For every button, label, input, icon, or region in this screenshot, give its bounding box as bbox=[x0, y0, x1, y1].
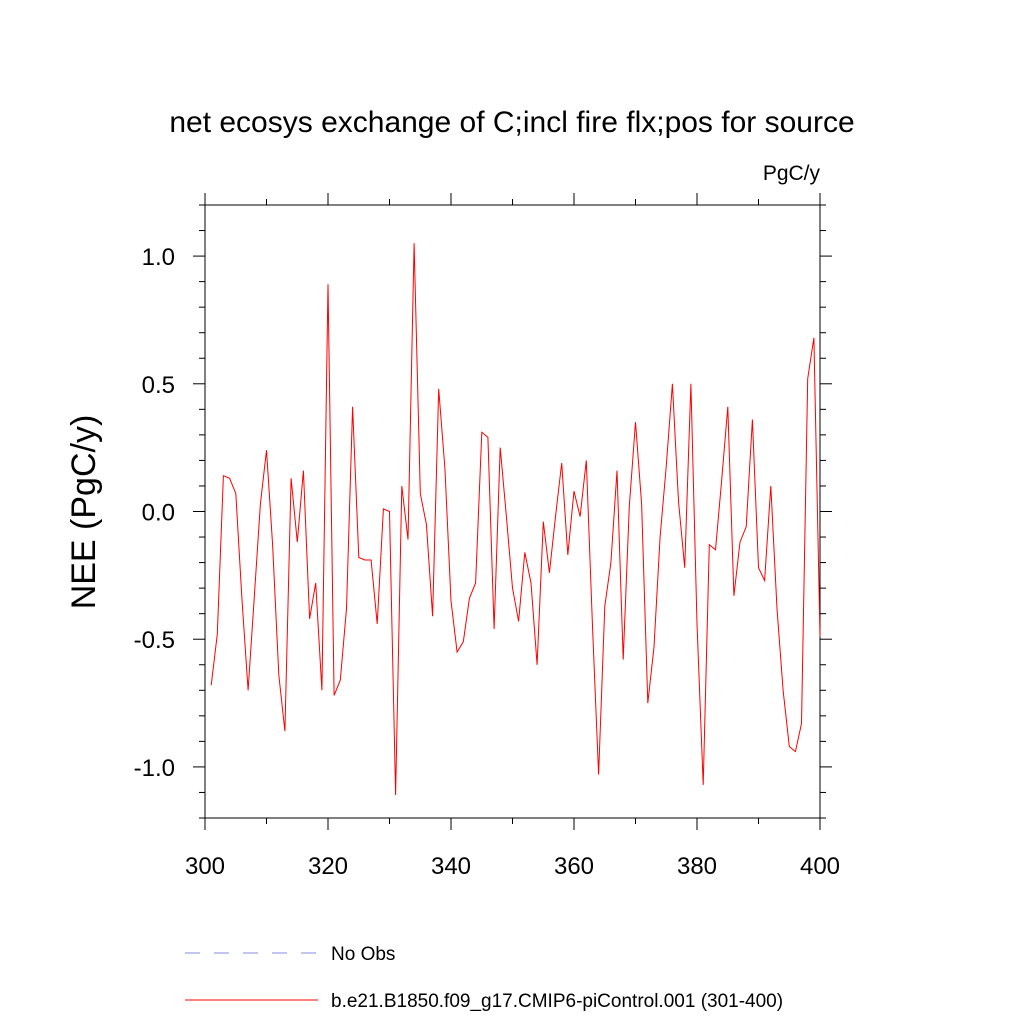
y-tick-label: -0.5 bbox=[134, 627, 175, 654]
y-tick-label: 0.0 bbox=[142, 500, 175, 527]
y-axis-label: NEE (PgC/y) bbox=[65, 415, 103, 610]
x-tick-label: 380 bbox=[677, 853, 717, 880]
series-line bbox=[210, 243, 821, 796]
y-tick-label: 1.0 bbox=[142, 244, 175, 271]
y-tick-label: -1.0 bbox=[134, 755, 175, 782]
legend-label: No Obs bbox=[331, 944, 395, 965]
chart-title: net ecosys exchange of C;incl fire flx;p… bbox=[169, 106, 854, 139]
y-tick-label: 0.5 bbox=[142, 372, 175, 399]
x-tick-label: 360 bbox=[554, 853, 594, 880]
units-label: PgC/y bbox=[763, 162, 821, 185]
x-tick-label: 320 bbox=[308, 853, 348, 880]
plot-frame bbox=[204, 204, 821, 819]
x-tick-label: 340 bbox=[431, 853, 471, 880]
plot-area: 300 320 340 360 380 400 1.0 0.5 0.0 -0.5 -1.0 bbox=[134, 193, 840, 880]
x-tick-label: 400 bbox=[800, 853, 840, 880]
legend: No Obs b.e21.B1850.f09_g17.CMIP6-piContro… bbox=[185, 944, 783, 1012]
x-tick-label: 300 bbox=[185, 853, 225, 880]
legend-label: b.e21.B1850.f09_g17.CMIP6-piControl.001 … bbox=[331, 991, 783, 1012]
